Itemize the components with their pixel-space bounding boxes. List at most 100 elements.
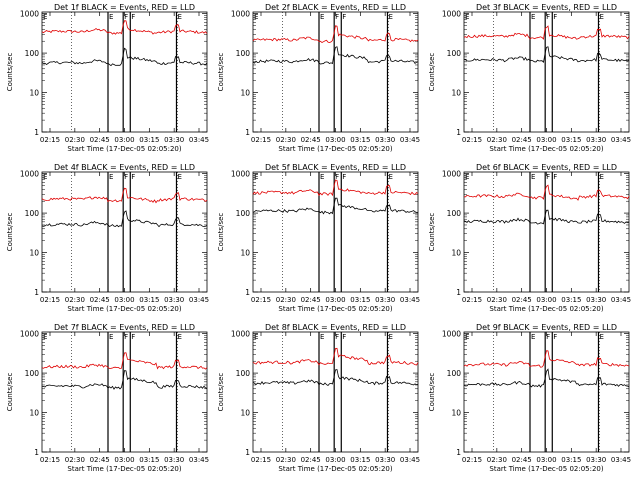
x-tick-label: 02:45 <box>512 456 532 464</box>
marker-label: E <box>599 333 603 341</box>
plot-frame <box>463 331 630 453</box>
lld-series-line <box>252 25 419 44</box>
y-tick-label: 1000 <box>442 170 461 179</box>
x-tick-label: 02:30 <box>276 296 296 304</box>
chart-panel: Det 9f BLACK = Events, RED = LLD Counts/s… <box>428 323 631 473</box>
x-tick-label: 02:30 <box>487 296 507 304</box>
marker-label: E <box>388 13 392 21</box>
lld-series-line <box>463 25 630 40</box>
x-tick-label: 02:15 <box>251 136 271 144</box>
x-axis-label: Start Time (17-Dec-05 02:05:20) <box>278 305 392 313</box>
x-tick-label: 03:45 <box>189 456 209 464</box>
y-axis-label: Counts/sec <box>428 213 436 252</box>
x-tick-label: 03:00 <box>114 296 134 304</box>
x-tick-label: 02:15 <box>40 136 60 144</box>
x-tick-label: 03:45 <box>189 296 209 304</box>
x-axis-label: Start Time (17-Dec-05 02:05:20) <box>67 305 181 313</box>
y-tick-label: 100 <box>25 369 40 378</box>
y-tick-label: 100 <box>447 369 462 378</box>
x-tick-label: 03:15 <box>561 456 581 464</box>
x-tick-label: 03:30 <box>164 296 184 304</box>
lld-series-line <box>463 184 630 201</box>
x-tick-label: 03:45 <box>400 296 420 304</box>
chart-title: Det 2f BLACK = Events, RED = LLD <box>265 3 406 12</box>
y-tick-label: 100 <box>447 209 462 218</box>
marker-label: E <box>109 173 113 181</box>
marker-label: E <box>43 333 47 341</box>
marker-label: E <box>388 173 392 181</box>
chart-panel: Det 3f BLACK = Events, RED = LLD Counts/s… <box>428 3 631 153</box>
x-tick-label: 03:45 <box>611 456 631 464</box>
x-tick-label: 02:30 <box>276 136 296 144</box>
y-tick-label: 1000 <box>20 330 39 339</box>
x-tick-label: 03:15 <box>139 296 159 304</box>
x-tick-label: 02:45 <box>301 296 321 304</box>
lld-series-line <box>252 179 419 197</box>
x-tick-label: 02:15 <box>462 136 482 144</box>
y-tick-label: 100 <box>236 369 251 378</box>
x-tick-label: 02:15 <box>251 456 271 464</box>
marker-label: F <box>342 173 346 181</box>
plot-frame <box>41 171 208 293</box>
marker-label: E <box>320 13 324 21</box>
y-tick-label: 100 <box>25 209 40 218</box>
x-tick-label: 03:15 <box>350 456 370 464</box>
x-tick-label: 03:00 <box>325 456 345 464</box>
x-tick-label: 02:45 <box>90 456 110 464</box>
y-axis-label: Counts/sec <box>6 213 14 252</box>
marker-label: F <box>546 13 550 21</box>
x-tick-label: 03:15 <box>139 136 159 144</box>
marker-label: F <box>131 13 135 21</box>
marker-label: F <box>342 333 346 341</box>
y-axis-label: Counts/sec <box>6 53 14 92</box>
marker-label: F <box>131 173 135 181</box>
chart-panel: Det 4f BLACK = Events, RED = LLD Counts/s… <box>6 163 209 313</box>
x-tick-label: 03:00 <box>325 136 345 144</box>
x-tick-label: 03:15 <box>561 296 581 304</box>
lld-series-line <box>41 20 208 35</box>
x-tick-label: 03:30 <box>586 456 606 464</box>
marker-label: E <box>109 333 113 341</box>
marker-label: E <box>43 173 47 181</box>
y-tick-label: 10 <box>451 249 461 258</box>
y-tick-label: 10 <box>240 249 250 258</box>
chart-title: Det 1f BLACK = Events, RED = LLD <box>54 3 195 12</box>
y-tick-label: 1 <box>456 448 461 457</box>
marker-label: E <box>388 333 392 341</box>
marker-label: F <box>124 173 128 181</box>
x-tick-label: 03:00 <box>325 296 345 304</box>
y-tick-label: 10 <box>451 89 461 98</box>
y-axis-label: Counts/sec <box>428 373 436 412</box>
marker-label: E <box>254 333 258 341</box>
x-tick-label: 03:15 <box>561 136 581 144</box>
marker-label: E <box>177 173 181 181</box>
y-tick-label: 100 <box>236 49 251 58</box>
x-tick-label: 03:15 <box>350 136 370 144</box>
y-axis-label: Counts/sec <box>217 213 225 252</box>
x-tick-label: 02:30 <box>65 136 85 144</box>
y-tick-label: 1 <box>456 128 461 137</box>
x-tick-label: 02:30 <box>487 456 507 464</box>
x-tick-label: 03:15 <box>139 456 159 464</box>
x-tick-label: 03:30 <box>164 136 184 144</box>
x-tick-label: 02:45 <box>512 296 532 304</box>
marker-label: F <box>553 173 557 181</box>
y-tick-label: 10 <box>29 249 39 258</box>
marker-label: F <box>131 333 135 341</box>
marker-label: E <box>599 13 603 21</box>
y-axis-label: Counts/sec <box>217 373 225 412</box>
chart-title: Det 3f BLACK = Events, RED = LLD <box>476 3 617 12</box>
x-tick-label: 03:15 <box>350 296 370 304</box>
x-tick-label: 02:30 <box>276 456 296 464</box>
x-tick-label: 02:30 <box>487 136 507 144</box>
y-tick-label: 100 <box>25 49 40 58</box>
marker-label: F <box>124 333 128 341</box>
y-tick-label: 10 <box>29 89 39 98</box>
plot-frame <box>463 11 630 133</box>
events-series-line <box>42 370 208 390</box>
lld-series-line <box>41 187 208 204</box>
marker-label: F <box>553 13 557 21</box>
marker-label: E <box>177 13 181 21</box>
marker-label: E <box>465 13 469 21</box>
y-tick-label: 10 <box>240 89 250 98</box>
